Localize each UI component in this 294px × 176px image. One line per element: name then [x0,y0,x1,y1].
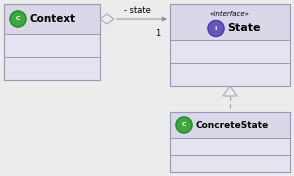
Text: State: State [227,23,260,33]
Text: C: C [16,17,20,21]
Polygon shape [223,86,237,96]
Text: ConcreteState: ConcreteState [195,121,268,130]
Polygon shape [100,14,114,24]
FancyBboxPatch shape [4,4,100,34]
FancyBboxPatch shape [4,57,100,80]
Text: 1: 1 [155,29,161,38]
Text: I: I [215,26,217,31]
Circle shape [208,20,224,36]
Text: - state: - state [123,6,151,15]
FancyBboxPatch shape [170,4,290,40]
FancyBboxPatch shape [170,138,290,155]
FancyBboxPatch shape [170,40,290,63]
Text: C: C [182,122,186,127]
FancyBboxPatch shape [170,155,290,172]
FancyBboxPatch shape [170,112,290,138]
Circle shape [176,117,192,133]
Circle shape [10,11,26,27]
FancyBboxPatch shape [170,63,290,86]
Text: Context: Context [29,14,75,24]
FancyBboxPatch shape [4,34,100,57]
Text: «interface»: «interface» [210,11,250,17]
